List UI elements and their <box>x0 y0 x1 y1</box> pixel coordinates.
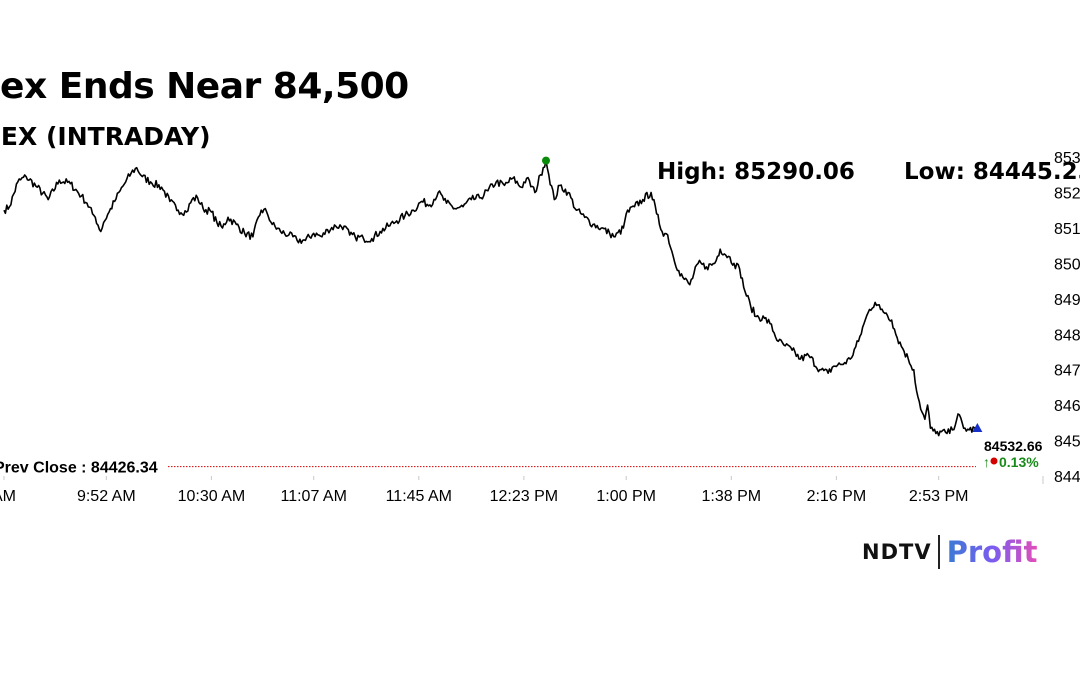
change-dot <box>990 457 998 465</box>
x-tick-label: 11:45 AM <box>386 488 452 505</box>
profit-wordmark: Profit <box>946 535 1038 569</box>
y-tick-label: 845 <box>1054 434 1080 451</box>
y-tick-label: 850 <box>1054 256 1080 273</box>
ndtv-profit-logo: NDTV Profit <box>862 534 1037 570</box>
low-value-label: Low: 84445.25 <box>904 159 1080 185</box>
x-tick-label: 2:53 PM <box>909 488 969 505</box>
x-tick-label: 9:52 AM <box>77 488 136 505</box>
x-tick-label: 1:00 PM <box>596 488 656 505</box>
prev-close-label: Prev Close : 84426.34 <box>0 460 158 477</box>
x-tick-label: 1:38 PM <box>701 488 761 505</box>
y-tick-label: 849 <box>1054 292 1080 309</box>
y-tick-label: 852 <box>1054 186 1080 203</box>
y-tick-label: 848 <box>1054 327 1080 344</box>
x-tick-label: 12:23 PM <box>490 488 558 505</box>
ndtv-wordmark: NDTV <box>862 540 932 564</box>
change-percent-label: 0.13% <box>999 454 1039 470</box>
x-tick-label: AM <box>0 488 16 505</box>
last-value-label: 84532.66 <box>984 438 1043 454</box>
high-marker <box>542 156 551 165</box>
high-value-label: High: 85290.06 <box>657 159 855 185</box>
last-value-marker <box>972 422 983 432</box>
y-tick-label: 844 <box>1054 469 1080 486</box>
price-line-series <box>3 159 978 437</box>
logo-divider <box>937 535 940 569</box>
x-tick-label: 10:30 AM <box>178 488 246 505</box>
x-tick-label: 11:07 AM <box>281 488 347 505</box>
y-tick-label: 853 <box>1054 150 1080 167</box>
x-tick-label: 2:16 PM <box>807 488 867 505</box>
chart-title: nsex Ends Near 84,500 <box>0 66 409 107</box>
chart-subtitle: NSEX (INTRADAY) <box>0 122 211 151</box>
y-tick-label: 851 <box>1054 221 1080 238</box>
change-arrow: ↑ <box>983 454 990 470</box>
y-tick-label: 846 <box>1054 398 1080 415</box>
y-tick-label: 847 <box>1054 363 1080 380</box>
